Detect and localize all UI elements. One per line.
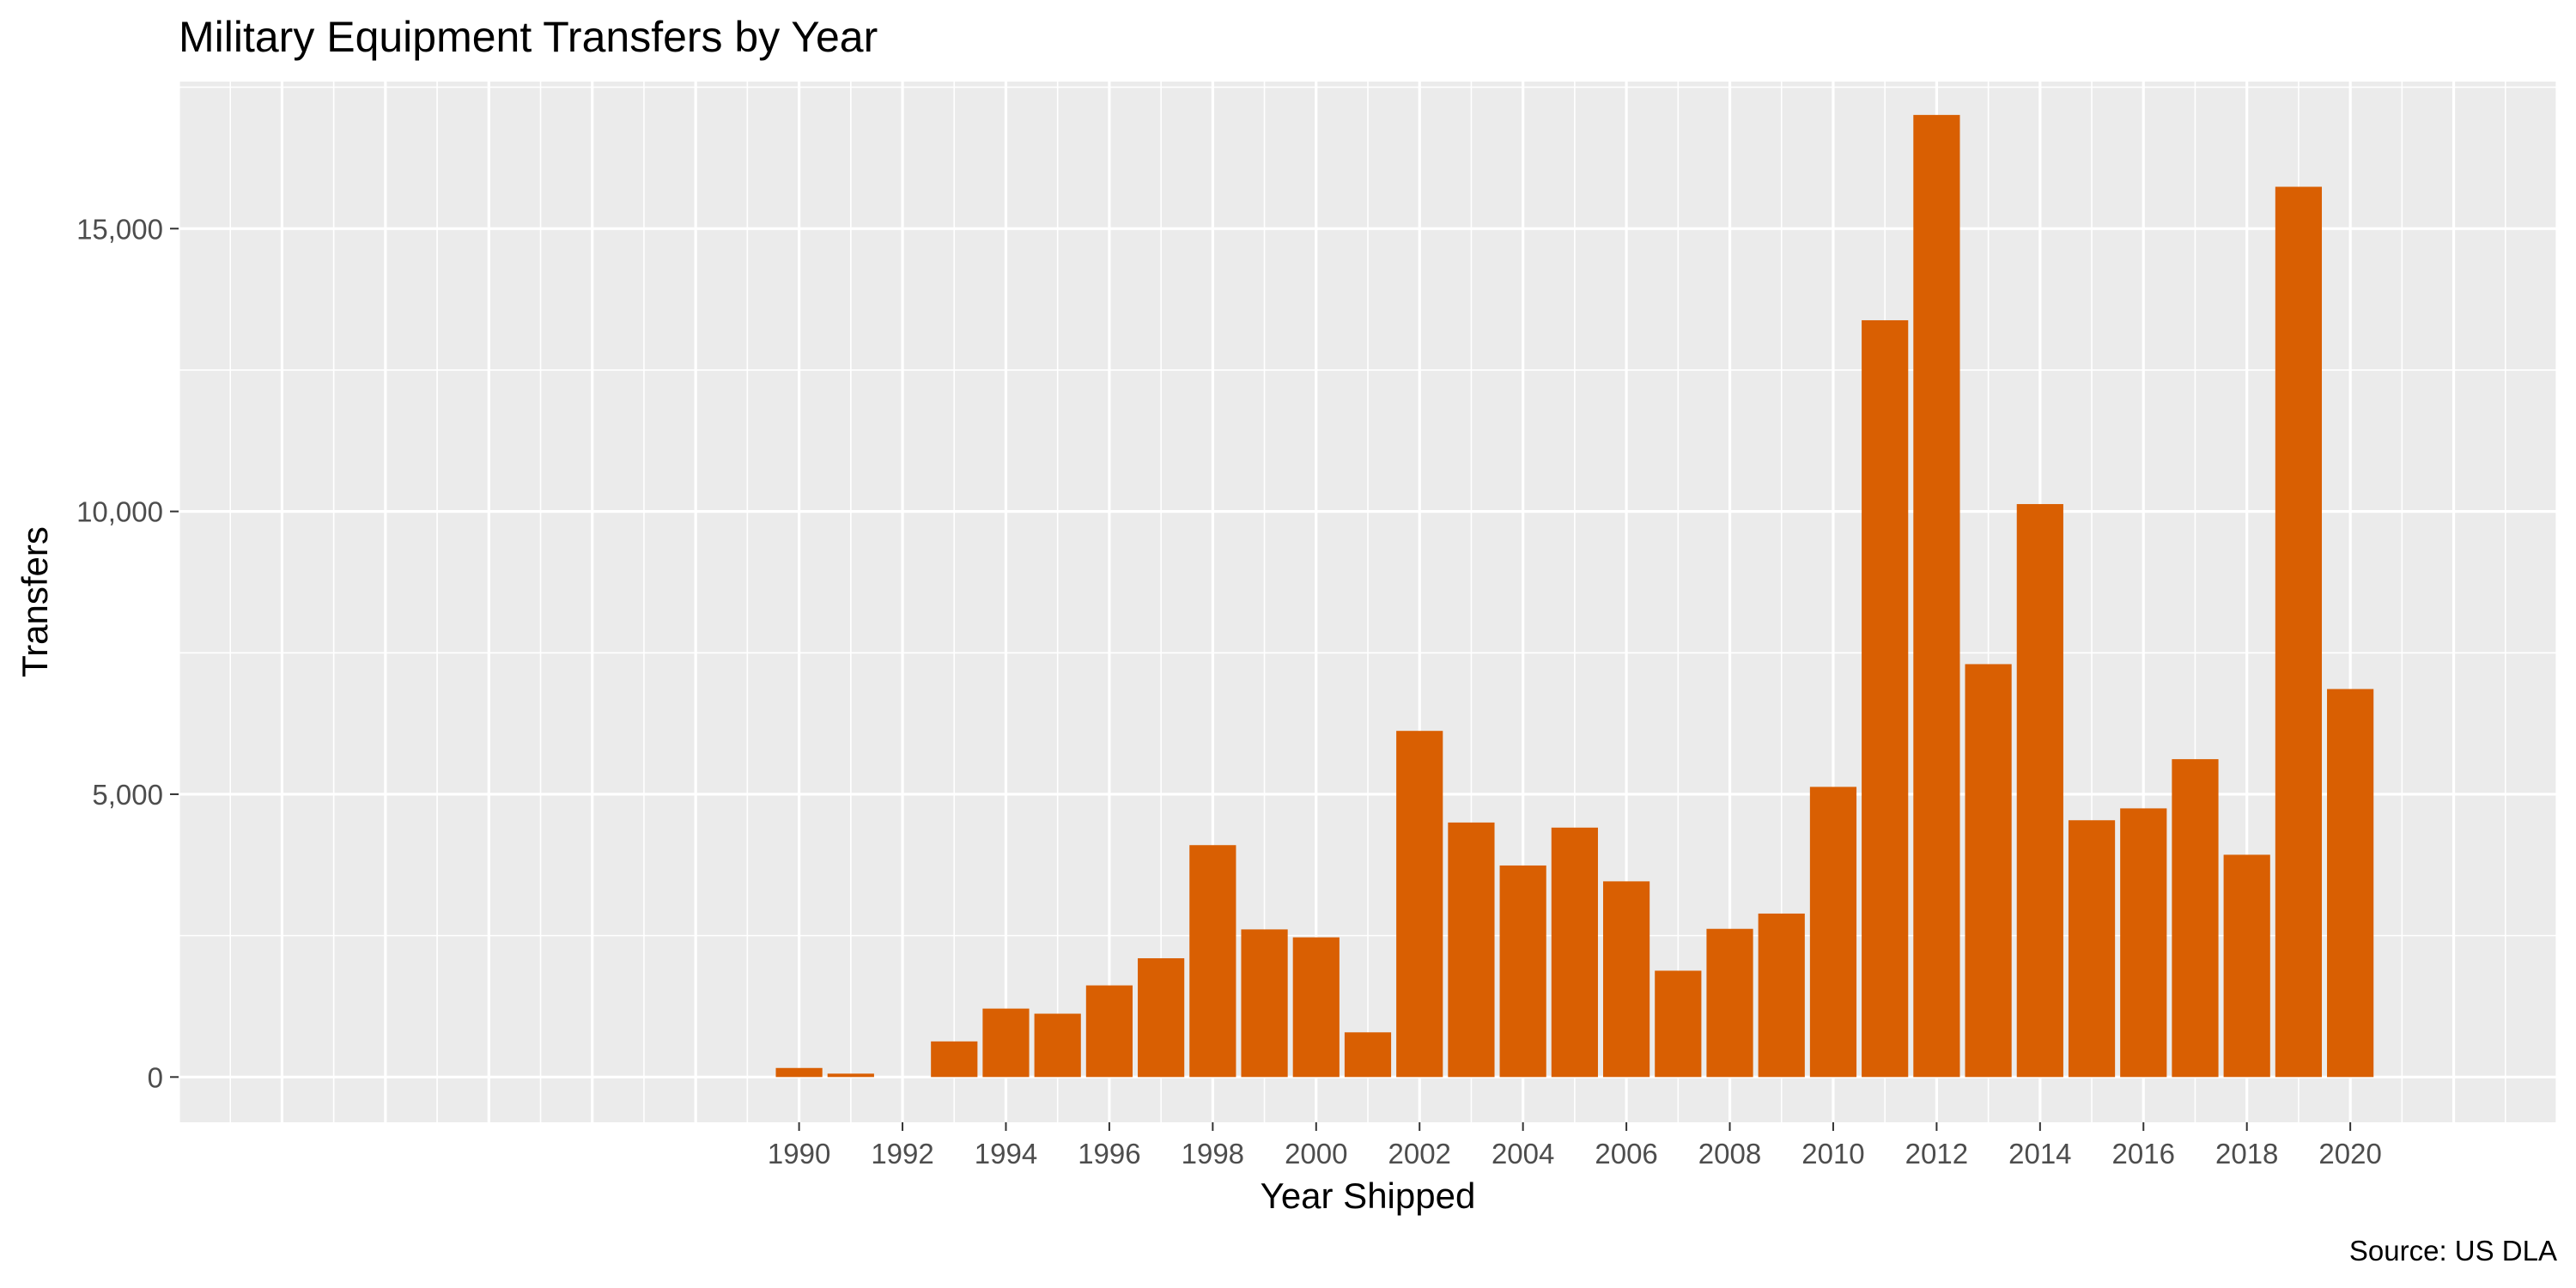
x-tick-label: 1990 [768,1138,830,1170]
y-axis: 0 5,000 10,000 15,000 [76,213,179,1093]
bar-1990 [775,1067,823,1078]
bar-1991 [827,1073,874,1078]
chart-title: Military Equipment Transfers by Year [179,13,878,61]
y-tick-label: 0 [148,1061,163,1093]
x-tick-label: 2018 [2215,1138,2278,1170]
bar-1997 [1138,957,1185,1078]
bar-2010 [1809,787,1857,1078]
source-caption: Source: US DLA [2349,1235,2557,1267]
bar-1995 [1034,1013,1081,1078]
bar-2019 [2275,186,2323,1078]
bar-2003 [1448,822,1495,1078]
x-tick-label: 1998 [1182,1138,1244,1170]
bar-2008 [1706,928,1753,1078]
bar-2000 [1292,937,1340,1078]
bar-1999 [1241,929,1288,1078]
bar-2017 [2172,759,2219,1078]
x-tick-label: 2002 [1388,1138,1451,1170]
bar-1994 [982,1008,1030,1078]
bar-2020 [2327,689,2374,1078]
y-axis-title: Transfers [15,526,55,677]
bar-1998 [1189,845,1236,1078]
bar-1996 [1085,985,1133,1078]
bar-2012 [1913,114,1960,1078]
bar-2016 [2120,808,2167,1078]
x-tick-label: 2014 [2008,1138,2071,1170]
x-tick-label: 1996 [1078,1138,1140,1170]
bar-2001 [1344,1032,1392,1078]
x-tick-label: 2020 [2318,1138,2381,1170]
x-tick-label: 2012 [1905,1138,1968,1170]
x-tick-label: 1994 [975,1138,1037,1170]
bars [775,114,2374,1078]
bar-2002 [1396,731,1443,1078]
bar-2009 [1758,913,1805,1078]
bar-2011 [1862,319,1909,1078]
bar-2014 [2016,504,2063,1078]
y-tick-label: 15,000 [76,213,163,245]
bar-2015 [2068,820,2116,1078]
x-tick-label: 2016 [2112,1138,2175,1170]
y-tick-label: 10,000 [76,496,163,528]
x-axis: 1990 1992 1994 1996 1998 2000 2002 2004 2006 2008… [768,1122,2382,1170]
bar-2018 [2223,854,2270,1078]
y-tick-label: 5,000 [92,779,163,811]
x-tick-label: 2006 [1595,1138,1657,1170]
bar-2004 [1499,865,1546,1078]
bar-1993 [931,1041,978,1078]
x-tick-label: 2008 [1698,1138,1761,1170]
bar-2007 [1655,970,1702,1078]
x-tick-label: 1992 [871,1138,933,1170]
bar-2006 [1602,881,1650,1078]
x-tick-label: 2010 [1801,1138,1864,1170]
bar-2013 [1965,664,2012,1078]
x-axis-title: Year Shipped [1261,1176,1476,1216]
bar-2005 [1551,827,1598,1078]
x-tick-label: 2004 [1492,1138,1554,1170]
x-tick-label: 2000 [1285,1138,1347,1170]
